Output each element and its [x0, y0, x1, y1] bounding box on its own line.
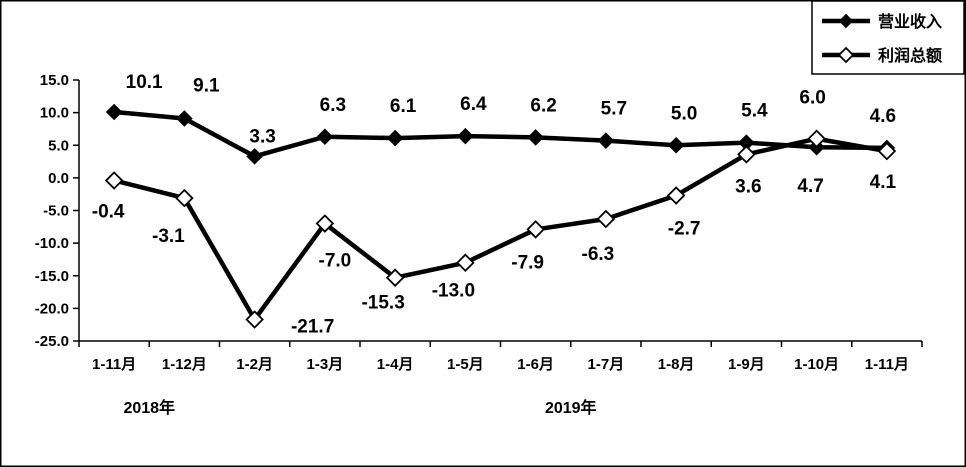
data-label-series-1: 6.3: [320, 95, 346, 116]
data-point-series-1: [457, 127, 474, 145]
series-line-1: [113, 109, 887, 159]
data-label-series-1: 4.7: [797, 176, 823, 197]
data-label-series-2: -7.0: [319, 251, 352, 272]
legend-marker-1: [838, 13, 854, 29]
y-tick-label: 10.0: [40, 105, 69, 122]
data-label-series-1: 6.1: [390, 96, 417, 117]
data-point-series-2: [807, 129, 826, 148]
data-label-series-2: -2.7: [668, 218, 701, 239]
legend-box: [811, 0, 965, 75]
data-point-series-2: [315, 214, 335, 233]
data-point-series-2: [456, 253, 475, 272]
data-point-series-1: [176, 110, 193, 127]
x-tick-label: 1-3月: [307, 356, 344, 373]
data-point-series-1: [597, 132, 615, 149]
data-label-series-1: 5.4: [741, 101, 768, 122]
data-label-series-1: 5.7: [601, 99, 627, 120]
data-point-series-1: [667, 136, 685, 154]
y-tick-label: -5.0: [43, 203, 69, 220]
y-tick-label: 15.0: [40, 72, 69, 89]
data-label-series-2: 4.1: [870, 172, 897, 193]
y-tick-label: -10.0: [35, 235, 69, 252]
legend-marker-2: [837, 46, 855, 64]
y-tick-label: -20.0: [35, 300, 69, 317]
data-point-series-1: [246, 148, 263, 165]
data-point-series-1: [386, 129, 404, 147]
data-point-series-2: [385, 268, 405, 287]
x-tick-label: 1-11月: [865, 356, 909, 373]
data-label-series-2: -21.7: [291, 316, 334, 337]
y-tick-label: 5.0: [48, 137, 69, 154]
data-point-series-2: [245, 310, 264, 329]
x-tick-label: 1-11月: [92, 356, 136, 373]
x-tick-label: 1-9月: [728, 356, 765, 373]
data-label-series-2: -3.1: [152, 226, 185, 247]
data-label-series-2: -13.0: [432, 281, 475, 302]
data-point-series-1: [105, 103, 123, 121]
data-point-series-2: [596, 209, 616, 229]
data-point-series-2: [526, 220, 545, 239]
data-point-series-2: [737, 145, 756, 164]
x-tick-label: 1-6月: [517, 356, 554, 373]
data-label-series-2: -0.4: [92, 201, 125, 222]
data-point-series-2: [877, 141, 897, 161]
legend-label-1: 营业收入: [878, 12, 942, 31]
data-label-series-1: 6.2: [530, 95, 556, 116]
data-label-series-2: 3.6: [735, 176, 761, 197]
data-label-series-2: -7.9: [511, 252, 544, 273]
x-tick-label: 1-5月: [447, 356, 484, 373]
x-tick-label: 1-2月: [236, 356, 273, 373]
legend-label-2: 利润总额: [878, 46, 942, 65]
y-tick-label: 0.0: [48, 170, 69, 187]
data-point-series-2: [175, 188, 194, 208]
data-label-series-1: 10.1: [126, 72, 163, 93]
data-label-series-1: 9.1: [193, 75, 220, 96]
x-tick-label: 1-7月: [588, 356, 625, 373]
data-label-series-1: 3.3: [249, 126, 275, 147]
data-point-series-1: [316, 128, 334, 146]
x-tick-label: 1-10月: [794, 356, 839, 373]
x-tick-label: 1-12月: [162, 356, 207, 373]
data-label-series-2: -15.3: [361, 293, 404, 314]
y-tick-label: -25.0: [35, 333, 69, 350]
data-label-series-2: -6.3: [582, 244, 615, 265]
x-group-label: 2019年: [545, 398, 597, 417]
x-group-label: 2018年: [123, 398, 175, 417]
x-tick-label: 1-4月: [377, 356, 414, 373]
data-point-series-1: [527, 129, 544, 146]
data-label-series-2: 6.0: [799, 88, 825, 109]
x-tick-label: 1-8月: [658, 356, 695, 373]
data-label-series-1: 5.0: [671, 103, 697, 124]
data-label-series-1: 4.6: [870, 106, 896, 127]
y-tick-label: -15.0: [35, 268, 69, 285]
data-point-series-2: [666, 186, 686, 205]
data-label-series-1: 6.4: [460, 94, 487, 115]
data-point-series-2: [104, 171, 124, 190]
series-line-2: [113, 136, 888, 322]
